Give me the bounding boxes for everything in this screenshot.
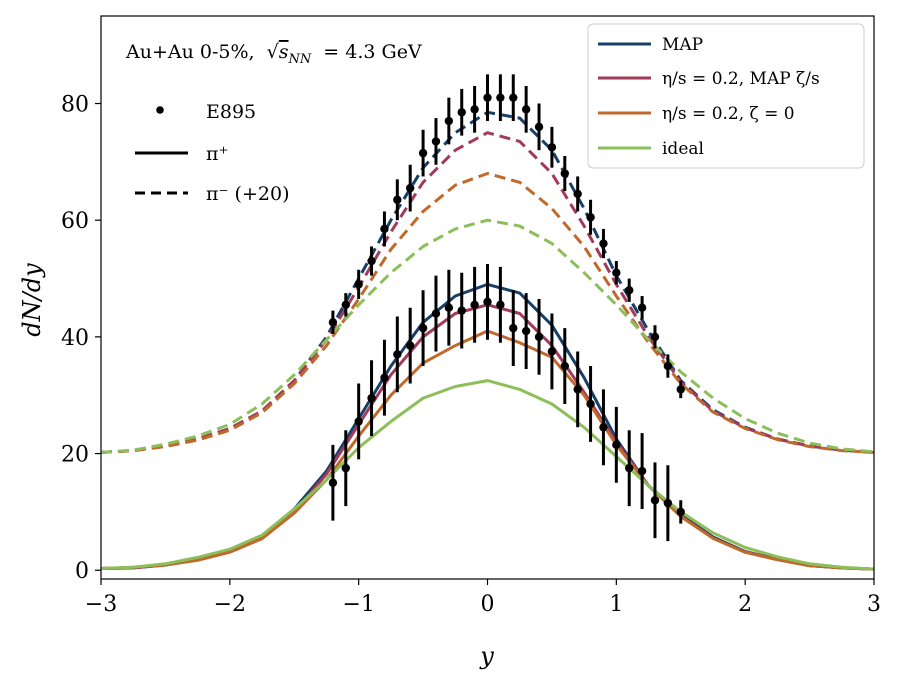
data-point (367, 256, 376, 266)
data-point (547, 143, 557, 152)
data-point (380, 373, 389, 382)
data-point (663, 361, 673, 371)
data-point (599, 423, 608, 432)
data-point (470, 105, 479, 114)
data-point (496, 300, 505, 309)
data-point (393, 350, 402, 359)
legend-e895-marker (156, 106, 164, 114)
legend-models: MAP η/s = 0.2, MAP ζ/s η/s = 0.2, ζ = 0 … (587, 23, 865, 169)
data-point (625, 286, 634, 295)
annotation-subscript: NN (288, 52, 312, 67)
legend-eta-zeta0-label: η/s = 0.2, ζ = 0 (662, 104, 795, 124)
data-point (418, 323, 428, 333)
data-point (393, 195, 402, 204)
data-point (483, 297, 492, 307)
data-point (521, 105, 531, 114)
data-point (406, 341, 415, 350)
legend-models-box (587, 23, 865, 169)
data-point (663, 498, 673, 508)
data-point (586, 213, 595, 222)
data-point (612, 268, 621, 277)
data-point (367, 393, 376, 403)
data-point (650, 332, 660, 342)
data-point (341, 300, 350, 309)
y-axis-label: dN/dy (18, 263, 46, 337)
data-point (341, 463, 350, 473)
data-point (650, 496, 660, 505)
data-point (547, 347, 557, 356)
data-point (560, 361, 569, 371)
data-point (418, 148, 428, 158)
annotation-text: Au+Au 0-5%, √sNN = 4.3 GeV (125, 41, 422, 68)
data-point (560, 169, 569, 178)
data-point (625, 463, 634, 473)
data-point (676, 507, 685, 517)
data-point (354, 417, 363, 426)
legend-pi-minus-label: π⁻ (+20) (206, 183, 289, 205)
data-point (509, 93, 518, 102)
data-point (444, 303, 454, 312)
data-point (534, 332, 544, 342)
annotation-s: s (279, 41, 289, 63)
data-point (380, 224, 389, 234)
data-point (599, 239, 608, 248)
x-axis-label: y (479, 642, 494, 670)
data-point (406, 183, 415, 193)
data-point (586, 399, 595, 409)
y-tick-label: 80 (61, 93, 89, 118)
data-point (328, 318, 338, 327)
y-tick-label: 20 (61, 443, 89, 468)
data-point (457, 108, 466, 117)
legend-map-label: MAP (662, 35, 703, 55)
series-line-ideal-pi-minus (101, 218, 874, 454)
data-point (483, 93, 492, 102)
x-tick-label: 0 (481, 592, 495, 617)
annotation-system: Au+Au 0-5%, (125, 41, 255, 63)
data-point (444, 116, 454, 126)
ticks-layer: −3 −2 −1 0 1 2 3 0 20 40 60 80 (61, 93, 881, 617)
y-tick-label: 40 (61, 326, 89, 351)
data-point (612, 440, 621, 450)
data-point (328, 478, 338, 487)
data-point (573, 189, 582, 199)
data-point (457, 306, 466, 315)
data-point (521, 326, 531, 336)
x-tick-label: −2 (214, 592, 246, 617)
legend-e895-label: E895 (206, 101, 256, 123)
x-tick-label: −3 (85, 592, 117, 617)
legend-pi-plus-label: π⁺ (206, 143, 229, 165)
data-point (509, 323, 518, 333)
data-point (637, 466, 647, 476)
data-point (676, 385, 685, 394)
data-point (470, 300, 479, 309)
data-point (354, 280, 363, 289)
series-line-ideal-pi-plus (101, 379, 874, 571)
legend-eta-map-label: η/s = 0.2, MAP ζ/s (662, 69, 820, 89)
data-point (431, 309, 441, 318)
data-point (637, 303, 647, 312)
x-tick-label: −1 (342, 592, 374, 617)
data-point (573, 385, 582, 394)
legend-ideal-label: ideal (662, 139, 704, 159)
annotation-energy: = 4.3 GeV (323, 41, 422, 63)
data-point (431, 137, 441, 146)
data-points-layer (328, 93, 685, 517)
data-point (534, 122, 544, 132)
annotation-sqrt: √ (267, 41, 280, 63)
plot-frame (100, 15, 875, 580)
data-point (496, 93, 505, 102)
y-tick-label: 60 (61, 209, 89, 234)
x-tick-label: 2 (738, 592, 752, 617)
y-tick-label: 0 (75, 559, 89, 584)
series-line-eta-zeta0-pi-minus (101, 172, 874, 454)
legend-styles: E895 π⁺ π⁻ (+20) (135, 101, 289, 205)
x-tick-label: 1 (609, 592, 623, 617)
x-tick-label: 3 (867, 592, 881, 617)
